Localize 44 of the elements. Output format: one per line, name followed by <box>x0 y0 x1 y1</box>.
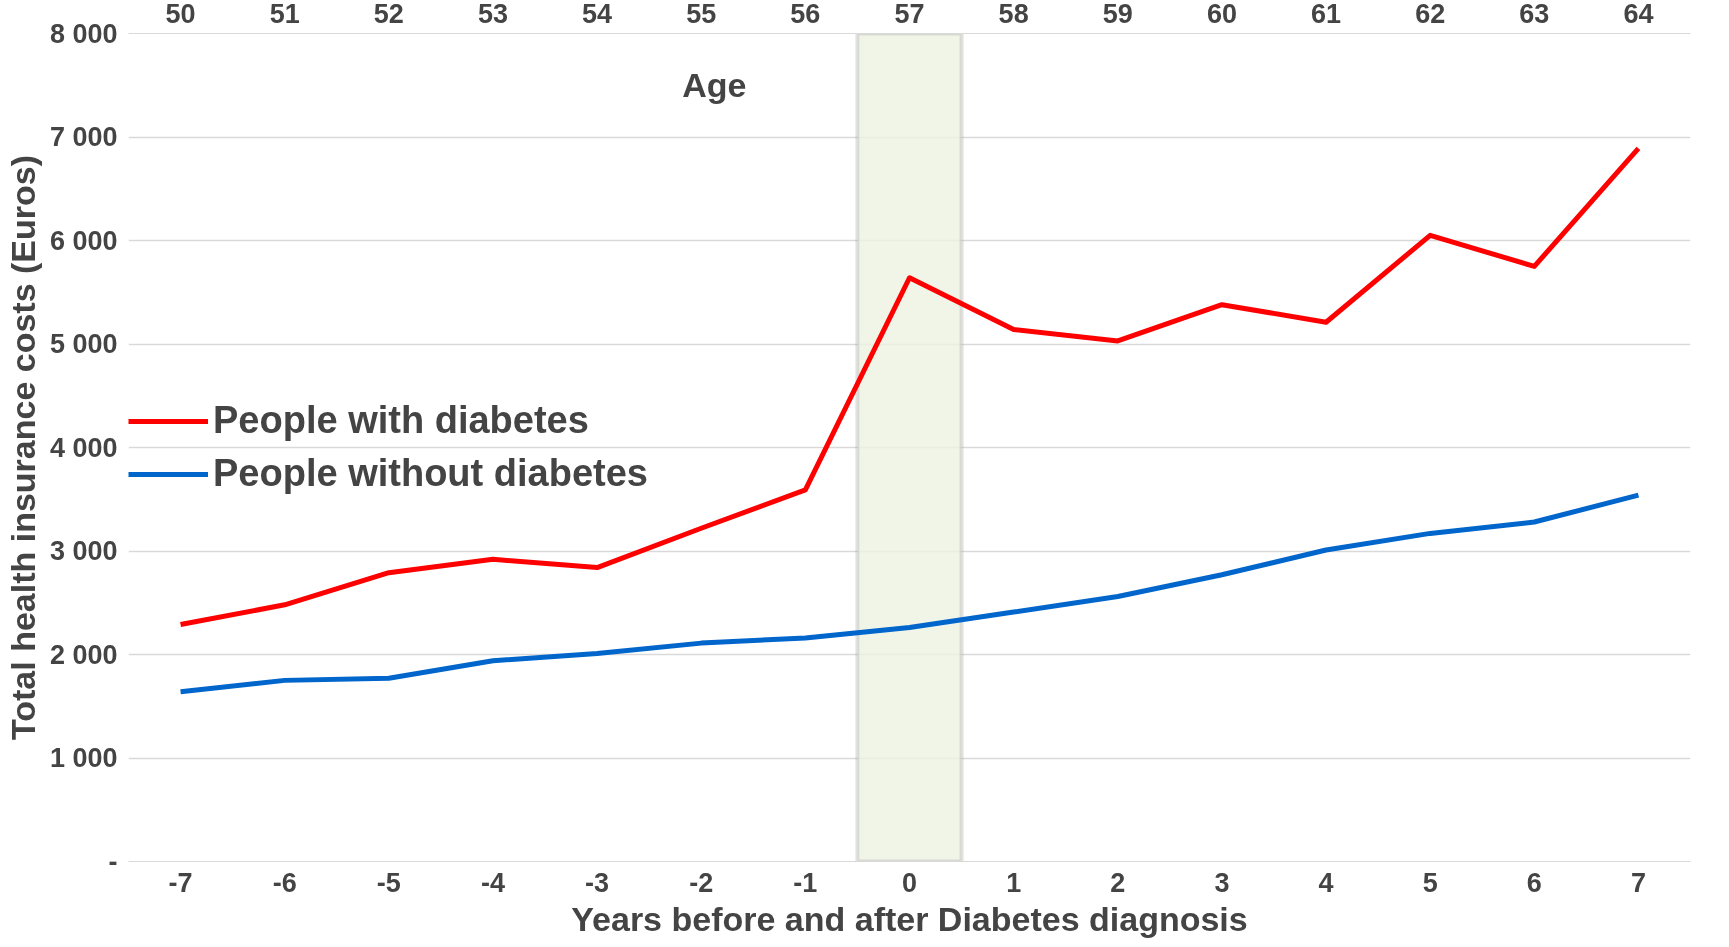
legend-label: People without diabetes <box>213 452 648 495</box>
y-tick-label: 7 000 <box>49 122 118 152</box>
x-tick-label: 1 <box>1006 867 1022 898</box>
y-tick-label: 2 000 <box>49 639 118 670</box>
x2-tick-label: 56 <box>790 0 821 29</box>
x2-tick-label: 59 <box>1102 0 1133 29</box>
legend-label: People with diabetes <box>213 399 589 442</box>
y-tick-label: 3 000 <box>49 536 118 566</box>
x-tick-label: 2 <box>1110 867 1126 898</box>
x2-tick-label: 61 <box>1311 0 1342 29</box>
x-tick-label: -5 <box>376 867 401 898</box>
y-axis-title: Total health insurance costs (Euros) <box>3 154 42 741</box>
x2-tick-label: 51 <box>269 0 300 29</box>
x-tick-label: -3 <box>585 867 610 898</box>
x2-tick-label: 64 <box>1623 0 1654 29</box>
x-tick-label: 5 <box>1422 867 1438 898</box>
y-tick-label: 4 000 <box>49 432 118 463</box>
x-tick-label: 0 <box>901 867 918 898</box>
y-tick-label: 5 000 <box>49 329 118 359</box>
y-tick-label: 6 000 <box>49 225 118 256</box>
y-tick-label: 1 000 <box>49 743 118 773</box>
x-tick-label: 4 <box>1318 867 1334 898</box>
x-tick-label: -4 <box>480 867 505 898</box>
x-tick-label: -6 <box>272 867 297 898</box>
y-tick-label: - <box>108 846 118 877</box>
x-axis-title: Years before and after Diabetes diagnosis <box>571 899 1248 938</box>
x2-tick-label: 50 <box>165 0 196 29</box>
x2-tick-label: 57 <box>894 0 925 29</box>
x-tick-label: 7 <box>1630 867 1646 898</box>
x2-tick-label: 53 <box>477 0 508 29</box>
x-tick-label: -2 <box>689 867 714 898</box>
y-tick-label: 8 000 <box>49 18 118 49</box>
x-tick-label: 3 <box>1214 867 1230 898</box>
x-tick-label: 6 <box>1526 867 1542 898</box>
x2-tick-label: 52 <box>373 0 404 29</box>
x2-tick-label: 60 <box>1206 0 1237 29</box>
x-tick-label: -7 <box>168 867 193 898</box>
x-tick-label: -1 <box>793 867 818 898</box>
x2-tick-label: 63 <box>1519 0 1550 29</box>
x2-tick-label: 55 <box>686 0 717 29</box>
x2-axis-title: Age <box>682 65 747 104</box>
x2-tick-label: 62 <box>1415 0 1446 29</box>
x2-tick-label: 54 <box>582 0 613 29</box>
x2-tick-label: 58 <box>998 0 1029 29</box>
